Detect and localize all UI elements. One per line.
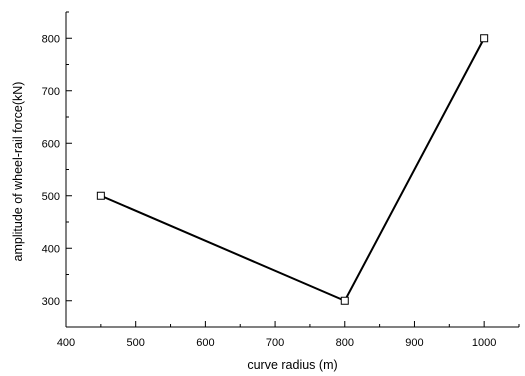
- data-point-marker: [96, 191, 105, 200]
- x-tick-label: 400: [57, 337, 75, 349]
- plot-area: [96, 34, 489, 305]
- y-tick-label: 600: [42, 138, 60, 150]
- y-tick-label: 400: [42, 243, 60, 255]
- data-point-marker: [480, 34, 489, 43]
- x-tick-label: 800: [336, 337, 354, 349]
- data-point-marker: [340, 296, 349, 305]
- x-axis-title: curve radius (m): [247, 358, 337, 372]
- series-line: [100, 37, 486, 303]
- x-tick-label: 1000: [472, 337, 496, 349]
- y-ticks: 300 400 500 600 700 800: [42, 11, 72, 328]
- y-axis-title: amplitude of wheel-rail force(kN): [11, 82, 25, 262]
- x-tick-label: 500: [127, 337, 145, 349]
- x-ticks: 400 500 600 700 800 900 1000: [57, 321, 520, 349]
- y-tick-label: 300: [42, 296, 60, 308]
- y-tick-label: 500: [42, 191, 60, 203]
- x-tick-label: 600: [196, 337, 214, 349]
- y-tick-label: 800: [42, 33, 60, 45]
- y-tick-label: 700: [42, 86, 60, 98]
- x-tick-label: 700: [266, 337, 284, 349]
- axes: [65, 12, 519, 328]
- x-tick-label: 900: [405, 337, 423, 349]
